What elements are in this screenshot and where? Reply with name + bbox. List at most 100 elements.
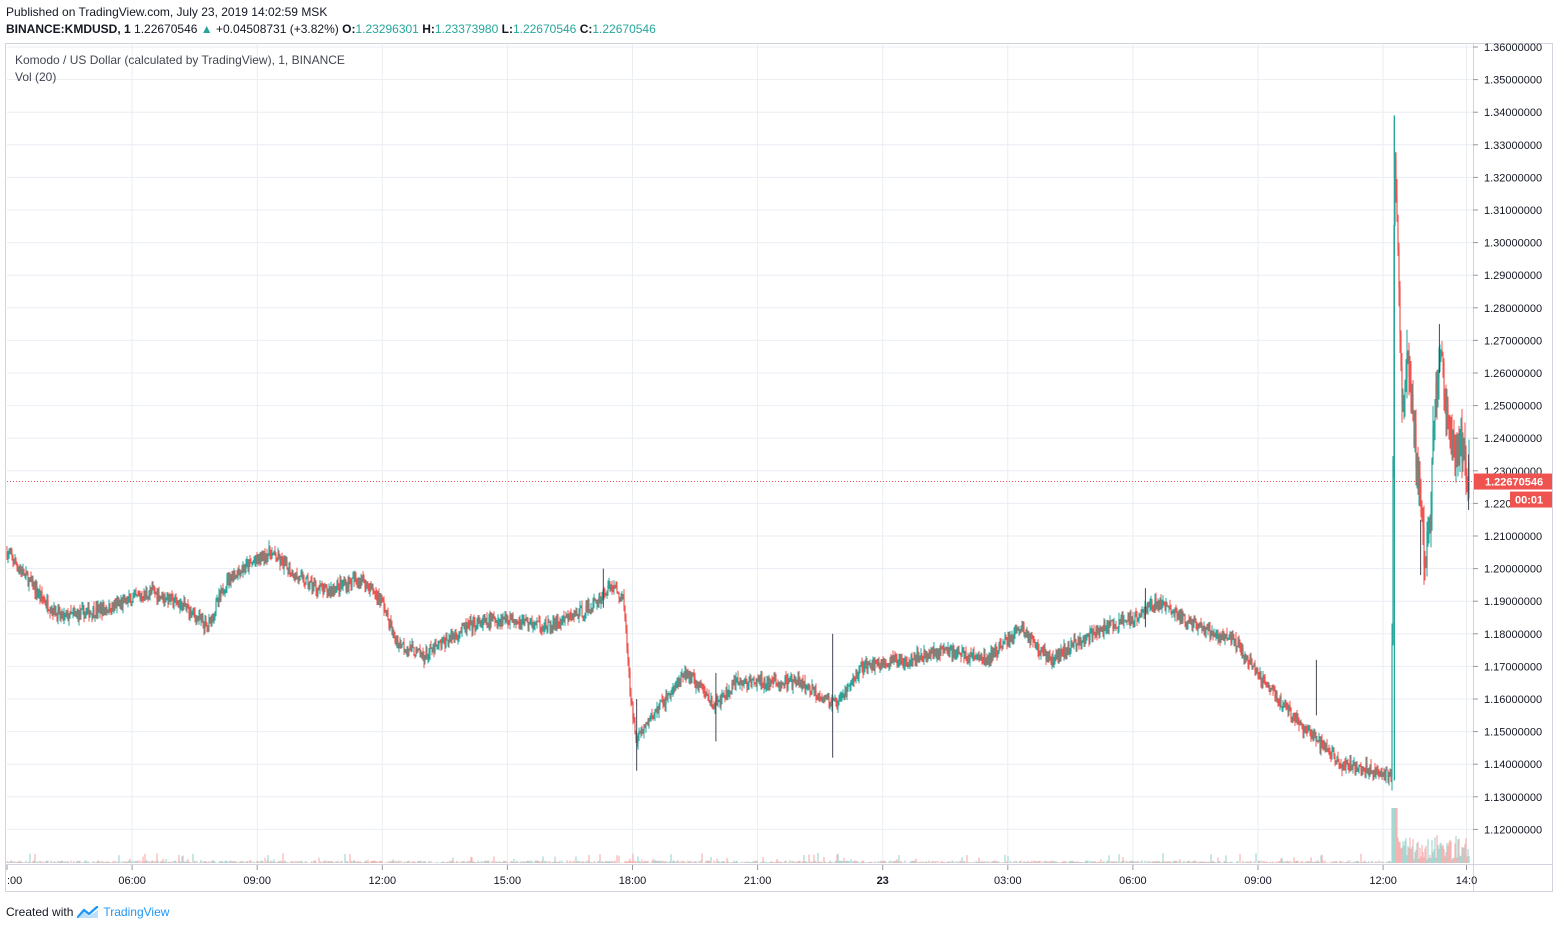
volume-bar (1001, 862, 1003, 863)
volume-bar (690, 860, 692, 863)
candle-body (1023, 625, 1025, 635)
volume-bar (201, 861, 203, 863)
candle-body (1056, 653, 1058, 655)
candle-body (725, 689, 727, 698)
volume-bar (1383, 862, 1385, 863)
volume-bar (466, 861, 468, 863)
candle-body (935, 650, 937, 658)
candle-body (1142, 609, 1144, 612)
candle-body (1308, 728, 1310, 730)
volume-bar (403, 861, 405, 863)
candle-body (1109, 620, 1111, 624)
volume-bar (101, 860, 103, 863)
candle-body (640, 731, 642, 733)
candle-body (487, 623, 489, 625)
candle-body (540, 629, 542, 631)
volume-bar (314, 860, 316, 863)
candle-body (90, 613, 92, 615)
volume-bar (1401, 847, 1403, 863)
candle-body (1318, 739, 1320, 742)
candle-body (81, 608, 83, 610)
candle-body (926, 653, 928, 657)
candle-body (464, 623, 466, 628)
low-value: 1.22670546 (512, 22, 577, 36)
volume-bar (410, 861, 412, 863)
volume-bar (732, 862, 734, 863)
tradingview-brand-link[interactable]: TradingView (103, 905, 170, 919)
candle-body (323, 586, 325, 594)
volume-bar (675, 862, 677, 863)
candle-body (1263, 676, 1265, 678)
candle-body (452, 634, 454, 640)
candle-body (1143, 609, 1145, 615)
volume-bar (978, 857, 980, 863)
volume-bar (391, 860, 393, 863)
candle-body (978, 654, 980, 657)
volume-bar (357, 861, 359, 863)
volume-bar (304, 861, 306, 863)
candle-body (1135, 613, 1137, 617)
volume-bar (1441, 846, 1443, 863)
volume-bar (673, 860, 675, 863)
candle-body (425, 650, 427, 657)
candle-body (7, 553, 9, 559)
candle-body (515, 624, 517, 626)
volume-bar (1438, 848, 1440, 863)
volume-bar (705, 860, 707, 863)
candle-body (1139, 614, 1141, 618)
candle-body (127, 599, 129, 604)
volume-bar (1402, 841, 1404, 863)
volume-bar (1191, 861, 1193, 863)
candle-body (757, 680, 759, 682)
volume-bar (175, 861, 177, 863)
volume-bar (599, 854, 601, 863)
candle-body (1458, 444, 1460, 451)
chart-frame[interactable] (5, 43, 1553, 892)
volume-bar (1080, 862, 1082, 863)
volume-bar (643, 861, 645, 863)
candle-body (402, 642, 404, 645)
candle-body (1387, 770, 1389, 781)
candle-body (179, 603, 181, 608)
volume-bar (600, 861, 602, 863)
candle-body (87, 606, 89, 611)
volume-bar (1464, 843, 1466, 863)
volume-bar (862, 860, 864, 863)
candle-body (236, 575, 238, 578)
volume-bar (356, 861, 358, 863)
volume-bar (988, 862, 990, 863)
candle-body (329, 587, 331, 594)
candle-body (1033, 641, 1035, 643)
volume-bar (977, 861, 979, 863)
candle-body (1181, 614, 1183, 622)
volume-bar (1187, 860, 1189, 863)
volume-bar (1309, 862, 1311, 863)
candle-body (1083, 641, 1085, 643)
volume-bar (724, 862, 726, 863)
candle-body (564, 617, 566, 620)
candle-body (141, 596, 143, 600)
candle-body (698, 684, 700, 687)
candle-body (298, 576, 300, 581)
candle-body (426, 650, 428, 659)
candle-body (584, 612, 586, 617)
volume-bar (345, 861, 347, 863)
volume-bar (982, 861, 984, 863)
volume-bar (717, 861, 719, 863)
candle-body (1382, 775, 1384, 777)
candle-body (804, 681, 806, 690)
volume-bar (1198, 861, 1200, 863)
volume-bar (846, 860, 848, 863)
volume-bar (20, 861, 22, 863)
volume-bar (750, 862, 752, 863)
candle-body (1132, 617, 1134, 623)
footer-created-with[interactable]: Created with TradingView (6, 905, 169, 919)
volume-bar (358, 862, 360, 863)
candle-body (1180, 614, 1182, 622)
volume-bar (854, 860, 856, 863)
volume-bar (789, 860, 791, 863)
candle-body (416, 647, 418, 649)
volume-bar (500, 862, 502, 863)
volume-bar (1224, 861, 1226, 863)
